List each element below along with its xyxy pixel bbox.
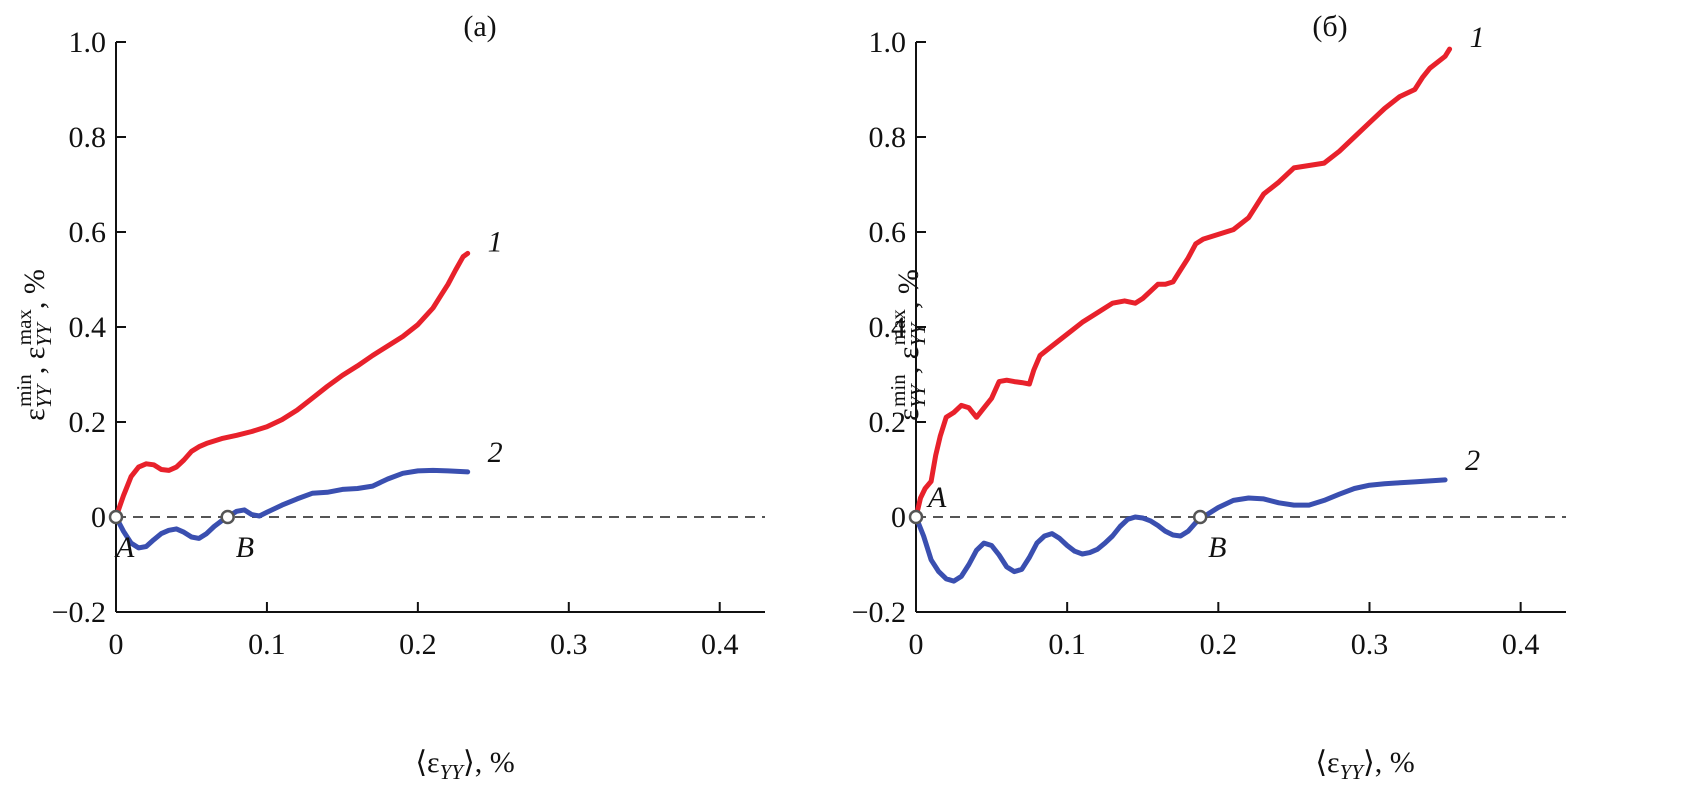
panel-a: (a) 1.00.80.60.40.20−0.20 0.1 0.2 0.3 0.4 12… <box>12 10 765 784</box>
panel-b-ticks: 1.00.80.60.40.20−0.20 0.1 0.2 0.3 0.4 <box>852 26 1566 661</box>
series-1-label: 1 <box>1470 21 1485 54</box>
y-tick-label: 1.0 <box>869 26 907 59</box>
point-a-marker <box>908 509 924 525</box>
y-tick-label: 0 <box>891 501 906 534</box>
point-a-label: A <box>114 531 135 564</box>
x-tick-label: 0.2 <box>399 628 437 661</box>
x-tick-label: 0 <box>909 628 924 661</box>
panel-b-ylabel: εYYmin, εYYmax, % <box>886 269 930 421</box>
series-2-line <box>913 477 1448 584</box>
series-1-label: 1 <box>488 225 503 258</box>
point-b-marker <box>220 509 235 525</box>
panel-a-title: (a) <box>463 10 496 43</box>
x-tick-label: 0.4 <box>1502 628 1540 661</box>
y-tick-label: 0.8 <box>69 121 107 154</box>
series-2-label: 2 <box>1465 444 1480 477</box>
panel-b-title: (б) <box>1312 10 1347 43</box>
x-tick-label: 0.1 <box>248 628 286 661</box>
series-1-line <box>113 250 471 520</box>
point-b-marker <box>1192 509 1208 525</box>
y-tick-label: 0 <box>91 501 106 534</box>
point-b-label: B <box>236 531 254 564</box>
panel-a-plot: 1 2 A B <box>108 225 765 564</box>
point-a-marker <box>108 509 124 525</box>
point-a-label: A <box>926 481 947 514</box>
series-2-line <box>113 467 471 551</box>
y-tick-label: 0.2 <box>69 406 107 439</box>
y-tick-label: 0.6 <box>869 216 907 249</box>
series-1-line <box>913 46 1453 520</box>
panel-b-xlabel: ⟨εYY⟩, % <box>1315 746 1414 784</box>
x-tick-label: 0.2 <box>1200 628 1238 661</box>
panel-b: (б) 1.00.80.60.40.20−0.20 0.1 0.2 0.3 0.4 12… <box>852 10 1566 784</box>
y-tick-label: 0.4 <box>869 311 907 344</box>
x-tick-label: 0.4 <box>701 628 739 661</box>
y-tick-label: −0.2 <box>52 596 106 629</box>
x-tick-label: 0.3 <box>1351 628 1389 661</box>
y-tick-label: 1.0 <box>69 26 107 59</box>
panel-a-xlabel: ⟨εYY⟩, % <box>415 746 514 784</box>
panel-a-ylabel: εYYmin, εYYmax, % <box>12 269 56 421</box>
x-tick-label: 0.3 <box>550 628 588 661</box>
y-tick-label: −0.2 <box>852 596 906 629</box>
x-tick-label: 0 <box>109 628 124 661</box>
y-tick-label: 0.2 <box>869 406 907 439</box>
point-b-label: B <box>1208 531 1226 564</box>
y-tick-label: 0.6 <box>69 216 107 249</box>
x-tick-label: 0.1 <box>1048 628 1086 661</box>
panel-a-ticks: 1.00.80.60.40.20−0.20 0.1 0.2 0.3 0.4 <box>52 26 765 661</box>
y-tick-label: 0.8 <box>869 121 907 154</box>
panel-b-plot: 1 2 A B <box>908 21 1566 584</box>
y-tick-label: 0.4 <box>69 311 107 344</box>
series-2-label: 2 <box>488 436 503 469</box>
